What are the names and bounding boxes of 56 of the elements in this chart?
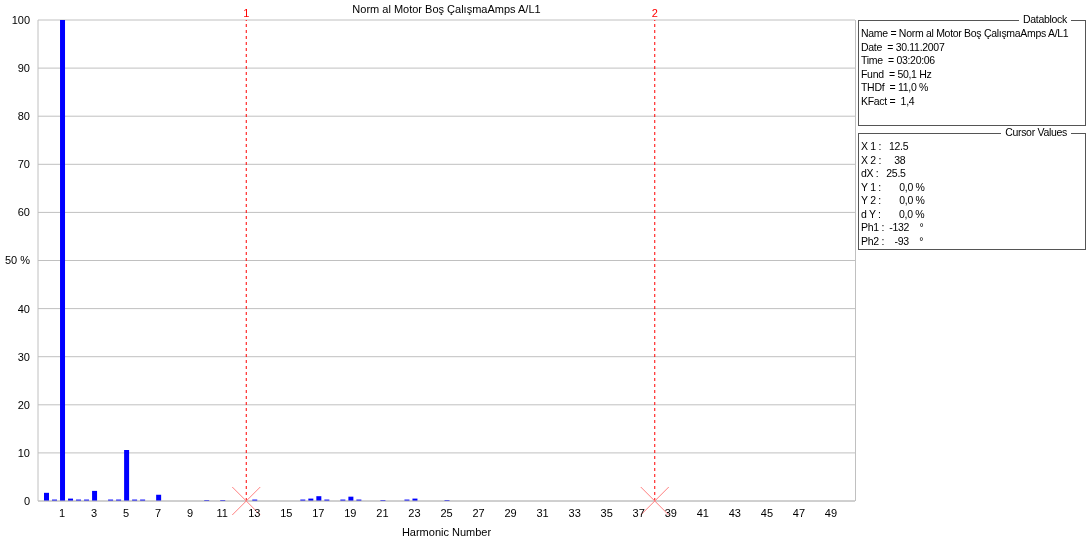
x-tick-label: 31 — [536, 506, 549, 519]
y-tick-label: 10 — [17, 446, 30, 459]
x-tick-label: 21 — [376, 506, 389, 519]
text: KFact = 1,4 — [861, 94, 916, 108]
text: X 2 : 38 — [861, 153, 907, 167]
x-tick-label: 43 — [728, 506, 741, 519]
x-tick-label: 23 — [408, 506, 421, 519]
x-tick-label: 45 — [760, 506, 774, 519]
x-tick-label: 49 — [824, 506, 838, 519]
annotation: 1 — [243, 7, 250, 19]
x-tick-label: 5 — [123, 506, 130, 519]
text: Name = Norm al Motor Boş ÇalışmaAmps A/L1 — [861, 27, 1070, 41]
x-axis-title: Harmonic Number — [401, 526, 492, 538]
x-tick-label: 11 — [216, 506, 228, 519]
x-tick-label: 25 — [440, 506, 453, 519]
x-tick-label: 47 — [792, 506, 806, 519]
x-tick-label: 3 — [91, 506, 98, 519]
y-tick-label: 70 — [17, 158, 30, 171]
x-tick-label: 41 — [696, 506, 709, 519]
text: Date = 30.11.2007 — [861, 40, 946, 54]
y-tick-label: 90 — [17, 62, 30, 74]
text: THDf = 11,0 % — [861, 81, 930, 95]
y-tick-label: 100 — [11, 13, 30, 26]
y-tick-label: 0 — [23, 494, 30, 507]
text: Ph2 : -93 ° — [861, 234, 925, 248]
x-tick-label: 7 — [155, 506, 162, 519]
text: Ph1 : -132 ° — [861, 221, 925, 235]
text: Fund = 50,1 Hz — [861, 67, 933, 81]
x-tick-label: 35 — [600, 506, 613, 519]
x-tick-label: 37 — [632, 506, 645, 519]
y-tick-label: 80 — [17, 110, 30, 123]
x-tick-label: 13 — [248, 506, 261, 519]
text: Y 2 : 0,0 % — [861, 194, 926, 208]
y-tick-label: 40 — [17, 302, 30, 315]
x-tick-label: 27 — [472, 506, 485, 519]
x-tick-label: 19 — [344, 506, 357, 519]
text: Datablock — [1019, 13, 1071, 25]
annotation: 2 — [651, 7, 658, 19]
text: dX : 25.5 — [861, 167, 907, 181]
text: Y 1 : 0,0 % — [861, 180, 926, 194]
text: Time = 03:20:06 — [861, 54, 936, 68]
x-tick-label: 39 — [664, 506, 677, 519]
y-tick-label: 50 % — [4, 254, 31, 267]
x-tick-label: 15 — [280, 506, 293, 519]
x-tick-label: 17 — [312, 506, 325, 519]
y-tick-label: 60 — [17, 206, 30, 219]
x-tick-label: 9 — [187, 506, 194, 519]
text: Cursor Values — [1001, 126, 1071, 138]
y-tick-label: 20 — [17, 398, 30, 411]
x-tick-label: 29 — [504, 506, 517, 519]
x-tick-label: 1 — [58, 506, 66, 519]
text: d Y : 0,0 % — [861, 207, 926, 221]
text: X 1 : 12.5 — [861, 140, 910, 154]
y-tick-label: 30 — [17, 350, 30, 363]
x-tick-label: 33 — [568, 506, 581, 519]
chart-title: Norm al Motor Boş ÇalışmaAmps A/L1 — [352, 3, 541, 15]
